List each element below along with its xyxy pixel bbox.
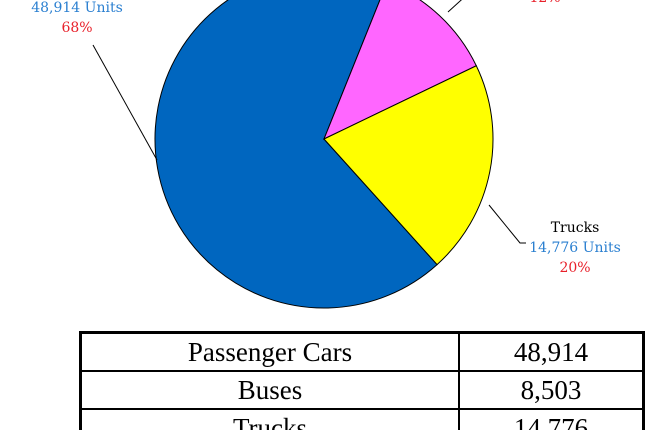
slice-value-label: 14,776 Units: [529, 240, 621, 256]
category-cell: Trucks: [79, 408, 460, 430]
leader-line: [447, 0, 462, 13]
slice-percent-label: 20%: [559, 260, 590, 276]
pie-slice: [154, 0, 438, 309]
value-cell: 48,914: [458, 331, 645, 372]
slice-category-label: Trucks: [551, 220, 600, 236]
table-row: Passenger Cars 48,914: [79, 331, 645, 372]
table-row: Buses 8,503: [79, 370, 645, 410]
leader-line: [488, 204, 526, 244]
value-cell: 8,503: [458, 370, 645, 410]
slice-value-label: 48,914 Units: [31, 0, 123, 16]
value-cell: 14,776: [458, 408, 645, 430]
slice-percent-label: 12%: [529, 0, 560, 6]
category-cell: Passenger Cars: [79, 331, 460, 372]
leader-line: [92, 44, 158, 161]
table-row: Trucks 14,776: [79, 408, 645, 430]
pie-slice: [323, 0, 477, 141]
data-table: Passenger Cars 48,914 Buses 8,503 Trucks 14,7…: [79, 331, 645, 430]
slice-percent-label: 68%: [61, 20, 92, 36]
category-cell: Buses: [79, 370, 460, 410]
pie-slice: [323, 65, 494, 266]
